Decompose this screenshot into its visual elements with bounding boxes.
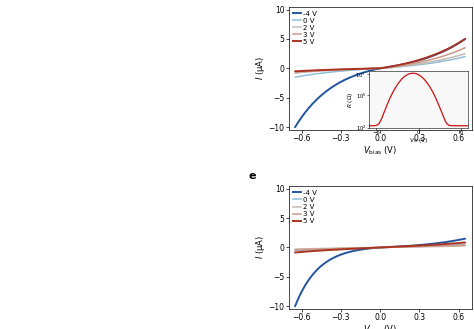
X-axis label: $V_{\mathrm{bias}}$ (V): $V_{\mathrm{bias}}$ (V)	[363, 324, 397, 329]
Text: e: e	[248, 171, 255, 181]
Legend: -4 V, 0 V, 2 V, 3 V, 5 V: -4 V, 0 V, 2 V, 3 V, 5 V	[292, 189, 318, 225]
Y-axis label: $I$ (μA): $I$ (μA)	[254, 56, 267, 80]
Y-axis label: $I$ (μA): $I$ (μA)	[254, 236, 267, 260]
Text: d: d	[248, 0, 256, 2]
X-axis label: $V_{\mathrm{bias}}$ (V): $V_{\mathrm{bias}}$ (V)	[363, 145, 397, 157]
Legend: -4 V, 0 V, 2 V, 3 V, 5 V: -4 V, 0 V, 2 V, 3 V, 5 V	[292, 10, 318, 46]
